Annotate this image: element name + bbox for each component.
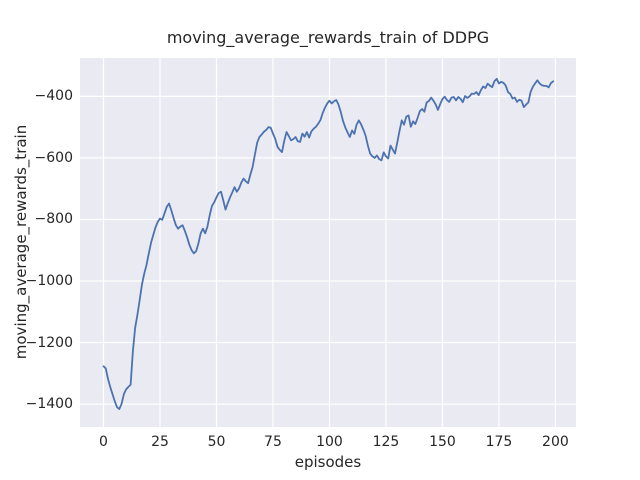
y-tick-label: −1200 [25, 334, 73, 351]
y-tick-label: −1400 [25, 396, 73, 413]
gridlines [80, 58, 576, 427]
y-tick-label: −1000 [25, 273, 73, 290]
x-tick-label: 50 [207, 434, 226, 450]
x-tick-label: 125 [372, 434, 400, 450]
y-tick-label: −600 [34, 149, 73, 166]
x-tick-label: 0 [99, 434, 108, 450]
plot-area [80, 58, 576, 427]
x-tick-label: 75 [264, 434, 282, 450]
y-tick-label: −800 [34, 211, 73, 228]
x-tick-label: 100 [316, 434, 343, 450]
x-tick-label: 175 [485, 434, 513, 450]
x-axis-label: episodes [294, 453, 362, 471]
x-tick-label: 200 [542, 434, 569, 450]
x-tick-label: 25 [151, 434, 169, 450]
x-tick-label: 150 [429, 434, 456, 450]
line-plot-svg [80, 58, 576, 427]
reward-line [102, 77, 555, 410]
chart-title: moving_average_rewards_train of DDPG [166, 28, 490, 47]
y-tick-label: −400 [34, 88, 73, 105]
